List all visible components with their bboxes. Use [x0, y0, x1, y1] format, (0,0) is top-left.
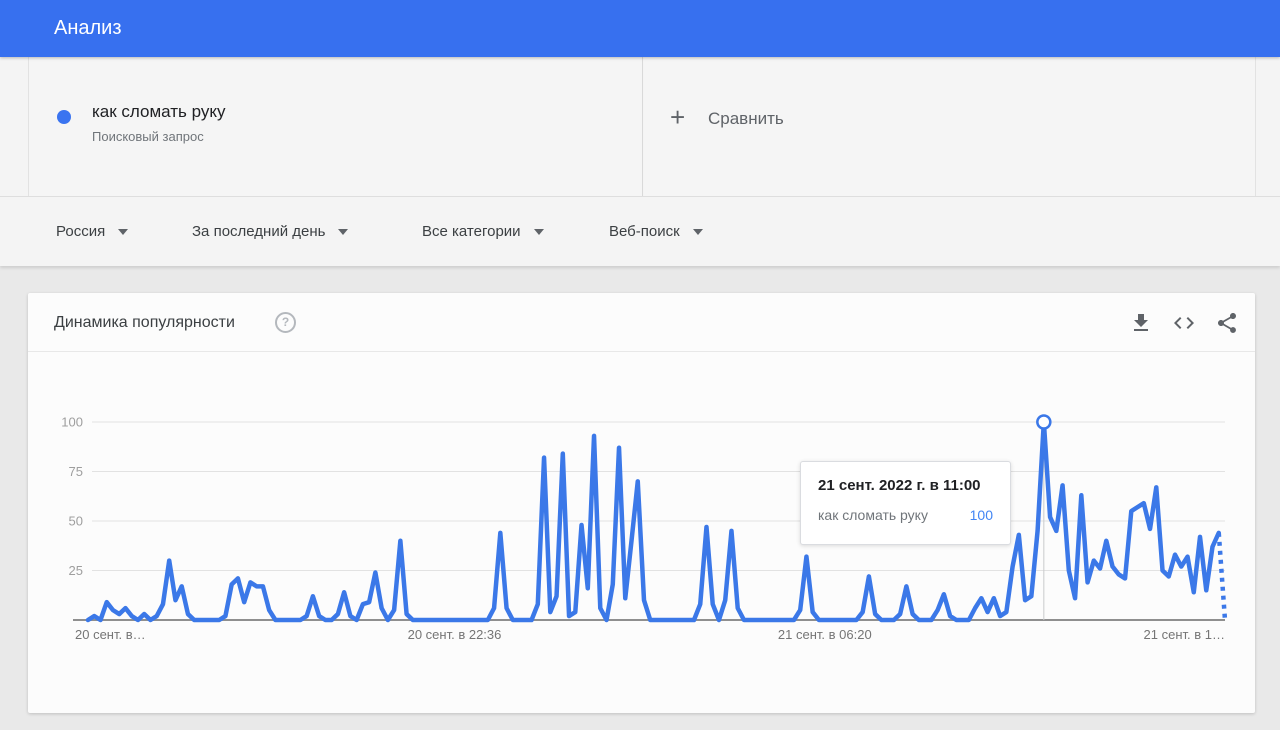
geo-filter-label: Россия	[56, 223, 106, 240]
y-axis-label: 100	[61, 415, 83, 430]
page-title: Анализ	[54, 17, 122, 39]
trend-line	[85, 419, 1222, 623]
y-axis-label: 75	[69, 464, 83, 479]
term-title: как сломать руку	[92, 102, 226, 121]
term-type-label: Поисковый запрос	[92, 129, 204, 144]
compare-label: Сравнить	[708, 109, 784, 128]
tooltip-row: как сломать руку 100	[818, 507, 993, 523]
chevron-down-icon	[533, 228, 544, 235]
time-filter-label: За последний день	[192, 223, 326, 240]
search-term-card[interactable]: как сломать руку Поисковый запрос	[28, 57, 643, 196]
plus-icon: +	[670, 102, 686, 132]
x-axis-label: 20 сент. в 22:36	[408, 627, 502, 642]
terms-section: как сломать руку Поисковый запрос + Срав…	[0, 57, 1280, 197]
filters-bar: Россия За последний день Все категории В…	[0, 197, 1280, 266]
x-axis-label: 21 сент. в 06:20	[778, 627, 872, 642]
category-filter-label: Все категории	[422, 223, 521, 240]
x-axis-label: 21 сент. в 1…	[1144, 627, 1225, 642]
chevron-down-icon	[692, 228, 703, 235]
add-comparison-button[interactable]: + Сравнить	[644, 57, 1256, 196]
search-type-filter-label: Веб-поиск	[609, 223, 680, 240]
tooltip-term-label: как сломать руку	[818, 507, 928, 523]
trend-line-dotted-tail	[1216, 532, 1228, 621]
widget-header: Динамика популярности ?	[28, 293, 1255, 352]
chevron-down-icon	[338, 228, 349, 235]
tooltip-date: 21 сент. 2022 г. в 11:00	[818, 477, 981, 494]
chevron-down-icon	[118, 228, 129, 235]
interest-over-time-chart[interactable]: 25 50 75 100 20 сент. в… 20 сент. в 22:36 21 с…	[28, 352, 1255, 713]
time-filter-dropdown[interactable]: За последний день	[192, 197, 349, 266]
category-filter-dropdown[interactable]: Все категории	[422, 197, 544, 266]
x-axis-label: 20 сент. в…	[75, 627, 146, 642]
y-axis-label: 50	[69, 514, 83, 529]
help-icon[interactable]: ?	[275, 312, 296, 333]
download-icon[interactable]	[1129, 311, 1153, 335]
line-chart-svg[interactable]: 25 50 75 100 20 сент. в… 20 сент. в 22:36 21 с…	[28, 352, 1255, 713]
app-bar: Анализ	[0, 0, 1280, 57]
chart-tooltip: 21 сент. 2022 г. в 11:00 как сломать рук…	[800, 461, 1011, 545]
y-axis-label: 25	[69, 563, 83, 578]
embed-icon[interactable]	[1172, 311, 1196, 335]
share-icon[interactable]	[1215, 311, 1239, 335]
geo-filter-dropdown[interactable]: Россия	[56, 197, 129, 266]
term-color-dot	[57, 110, 71, 124]
search-type-filter-dropdown[interactable]: Веб-поиск	[609, 197, 703, 266]
hover-point-marker	[1036, 414, 1052, 430]
tooltip-value: 100	[969, 507, 993, 523]
widget-title: Динамика популярности	[54, 314, 235, 331]
interest-over-time-card: Динамика популярности ? 25 50 75 100 20 сент…	[28, 293, 1255, 713]
